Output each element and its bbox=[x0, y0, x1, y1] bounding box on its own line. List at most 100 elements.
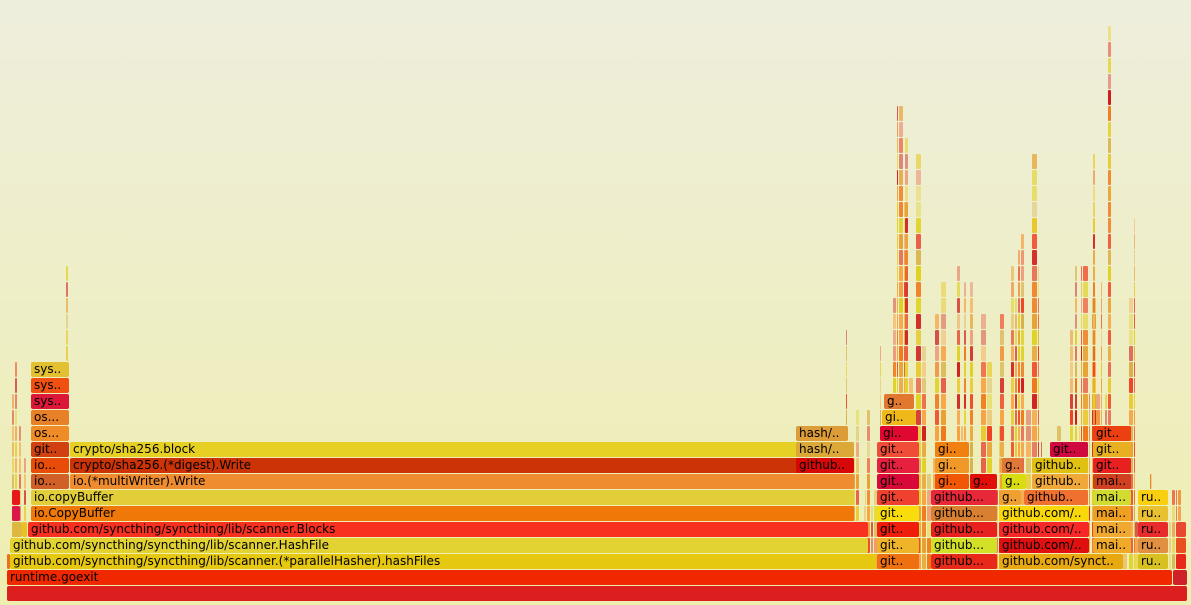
stack-frame-sliver[interactable] bbox=[905, 138, 908, 153]
stack-frame-sliver[interactable] bbox=[935, 410, 939, 425]
stack-frame-sliver[interactable] bbox=[1129, 298, 1133, 313]
stack-frame-sliver[interactable] bbox=[1021, 282, 1024, 297]
stack-frame-sliver[interactable] bbox=[1108, 170, 1111, 185]
stack-frame[interactable]: github.. bbox=[1024, 490, 1088, 505]
stack-frame-sliver[interactable] bbox=[1018, 346, 1020, 361]
stack-frame-sliver[interactable] bbox=[897, 282, 898, 297]
stack-frame-sliver[interactable] bbox=[920, 538, 921, 553]
stack-frame-sliver[interactable] bbox=[1018, 394, 1020, 409]
stack-frame-sliver[interactable] bbox=[1108, 378, 1111, 393]
stack-frame[interactable]: ru.. bbox=[1138, 490, 1168, 505]
stack-frame-sliver[interactable] bbox=[15, 410, 17, 425]
stack-frame-sliver[interactable] bbox=[1172, 506, 1175, 521]
stack-frame-sliver[interactable] bbox=[856, 458, 859, 473]
stack-frame-sliver[interactable] bbox=[970, 442, 973, 457]
stack-frame-sliver[interactable] bbox=[933, 474, 935, 489]
stack-frame-sliver[interactable] bbox=[846, 346, 847, 361]
stack-frame-sliver[interactable] bbox=[981, 346, 986, 361]
stack-frame-sliver[interactable] bbox=[1093, 234, 1095, 249]
stack-frame-sliver[interactable] bbox=[1075, 378, 1077, 393]
stack-frame[interactable]: github... bbox=[931, 490, 997, 505]
stack-frame-sliver[interactable] bbox=[964, 394, 966, 409]
stack-frame-sliver[interactable] bbox=[916, 250, 921, 265]
stack-frame-sliver[interactable] bbox=[922, 554, 926, 569]
stack-frame-sliver[interactable] bbox=[981, 442, 986, 457]
stack-frame-sliver[interactable] bbox=[874, 538, 878, 553]
stack-frame-sliver[interactable] bbox=[1038, 298, 1039, 313]
stack-frame-sliver[interactable] bbox=[957, 282, 960, 297]
stack-frame-sliver[interactable] bbox=[1129, 522, 1133, 537]
stack-frame[interactable]: hash/.. bbox=[796, 426, 848, 441]
stack-frame-sliver[interactable] bbox=[981, 426, 986, 441]
stack-frame-sliver[interactable] bbox=[1011, 314, 1014, 329]
stack-frame-sliver[interactable] bbox=[1075, 330, 1077, 345]
stack-frame-sliver[interactable] bbox=[1108, 90, 1111, 105]
stack-frame[interactable]: mai.. bbox=[1093, 490, 1131, 505]
stack-frame-sliver[interactable] bbox=[1038, 330, 1039, 345]
stack-frame[interactable] bbox=[22, 522, 27, 537]
stack-frame-sliver[interactable] bbox=[1081, 378, 1082, 393]
stack-frame-sliver[interactable] bbox=[905, 218, 908, 233]
stack-frame-sliver[interactable] bbox=[922, 442, 926, 457]
stack-frame-sliver[interactable] bbox=[867, 410, 870, 425]
stack-frame-sliver[interactable] bbox=[1083, 266, 1088, 281]
stack-frame-sliver[interactable] bbox=[1011, 266, 1014, 281]
stack-frame-sliver[interactable] bbox=[981, 458, 986, 473]
stack-frame-sliver[interactable] bbox=[1038, 442, 1039, 457]
stack-frame-sliver[interactable] bbox=[1011, 394, 1014, 409]
stack-frame-sliver[interactable] bbox=[1108, 298, 1111, 313]
stack-frame-sliver[interactable] bbox=[1032, 442, 1037, 457]
stack-frame-sliver[interactable] bbox=[897, 202, 898, 217]
stack-frame-sliver[interactable] bbox=[964, 346, 966, 361]
stack-frame-sliver[interactable] bbox=[1134, 490, 1135, 505]
stack-frame-sliver[interactable] bbox=[1176, 490, 1177, 505]
stack-frame-sliver[interactable] bbox=[1134, 362, 1135, 377]
stack-frame-sliver[interactable] bbox=[1000, 410, 1004, 425]
stack-frame-sliver[interactable] bbox=[1129, 554, 1133, 569]
stack-frame-sliver[interactable] bbox=[897, 250, 898, 265]
stack-frame[interactable]: github... bbox=[931, 554, 997, 569]
stack-frame-sliver[interactable] bbox=[880, 362, 881, 377]
stack-frame-sliver[interactable] bbox=[999, 474, 1000, 489]
stack-frame-sliver[interactable] bbox=[899, 378, 903, 393]
stack-frame-sliver[interactable] bbox=[1000, 394, 1004, 409]
stack-frame-sliver[interactable] bbox=[1083, 298, 1088, 313]
stack-frame-sliver[interactable] bbox=[1129, 378, 1133, 393]
stack-frame-sliver[interactable] bbox=[905, 362, 908, 377]
stack-frame-sliver[interactable] bbox=[916, 426, 921, 441]
stack-frame-sliver[interactable] bbox=[865, 490, 866, 505]
stack-frame-sliver[interactable] bbox=[1129, 490, 1133, 505]
stack-frame-sliver[interactable] bbox=[1011, 298, 1014, 313]
stack-frame-sliver[interactable] bbox=[897, 106, 898, 121]
stack-frame-sliver[interactable] bbox=[1129, 314, 1133, 329]
stack-frame-sliver[interactable] bbox=[941, 330, 946, 345]
stack-frame-sliver[interactable] bbox=[1129, 506, 1133, 521]
stack-frame[interactable] bbox=[12, 490, 20, 505]
stack-frame[interactable]: g.. bbox=[1002, 458, 1022, 473]
stack-frame[interactable]: github.com/syncthing/syncthing/lib/scann… bbox=[10, 554, 876, 569]
stack-frame[interactable]: os... bbox=[31, 426, 69, 441]
stack-frame-sliver[interactable] bbox=[66, 282, 68, 297]
stack-frame-sliver[interactable] bbox=[941, 314, 946, 329]
stack-frame-sliver[interactable] bbox=[1178, 490, 1181, 505]
stack-frame-sliver[interactable] bbox=[1032, 282, 1037, 297]
stack-frame-sliver[interactable] bbox=[1070, 410, 1073, 425]
stack-frame-sliver[interactable] bbox=[1134, 314, 1135, 329]
stack-frame-sliver[interactable] bbox=[935, 346, 939, 361]
stack-frame-sliver[interactable] bbox=[899, 202, 903, 217]
stack-frame[interactable]: git.. bbox=[877, 506, 919, 521]
stack-frame-sliver[interactable] bbox=[856, 506, 859, 521]
stack-frame-sliver[interactable] bbox=[905, 266, 908, 281]
stack-frame-sliver[interactable] bbox=[899, 282, 903, 297]
stack-frame-sliver[interactable] bbox=[1172, 554, 1175, 569]
stack-frame-sliver[interactable] bbox=[856, 490, 859, 505]
stack-frame-sliver[interactable] bbox=[957, 362, 960, 377]
stack-frame-sliver[interactable] bbox=[922, 506, 926, 521]
stack-frame-sliver[interactable] bbox=[66, 298, 68, 313]
stack-frame-sliver[interactable] bbox=[12, 410, 14, 425]
stack-frame-sliver[interactable] bbox=[1075, 314, 1077, 329]
stack-frame-sliver[interactable] bbox=[922, 394, 926, 409]
stack-frame-sliver[interactable] bbox=[1021, 266, 1024, 281]
stack-frame-sliver[interactable] bbox=[1101, 330, 1102, 345]
stack-frame-sliver[interactable] bbox=[1172, 522, 1175, 537]
